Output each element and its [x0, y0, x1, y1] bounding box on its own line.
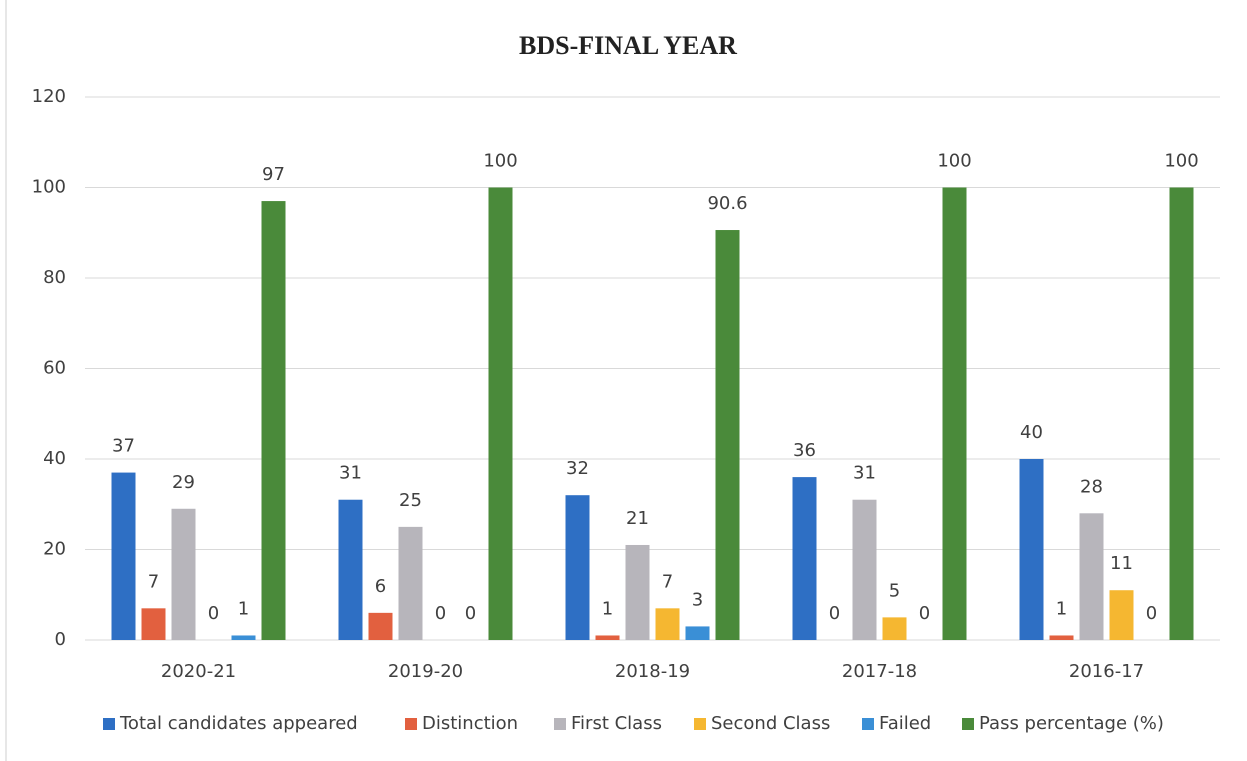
y-tick-label: 0 — [55, 629, 66, 650]
data-label: 6 — [375, 576, 386, 597]
legend-swatch — [962, 718, 974, 730]
data-label: 1 — [602, 598, 613, 619]
data-label: 25 — [399, 490, 422, 511]
bar — [882, 617, 907, 640]
data-label: 100 — [1164, 151, 1198, 172]
x-tick-label: 2017-18 — [842, 661, 917, 682]
chart-title: BDS-FINAL YEAR — [519, 31, 737, 60]
data-label: 0 — [1146, 603, 1157, 624]
bar — [655, 608, 680, 640]
data-label: 32 — [566, 458, 589, 479]
data-label: 1 — [1056, 598, 1067, 619]
data-label: 31 — [339, 463, 362, 484]
bar — [1109, 590, 1134, 640]
legend-swatch — [554, 718, 566, 730]
legend-label: Second Class — [711, 713, 830, 734]
bar — [1079, 513, 1104, 640]
bar — [595, 635, 620, 640]
data-label: 28 — [1080, 476, 1103, 497]
legend-swatch — [694, 718, 706, 730]
legend-swatch — [103, 718, 115, 730]
x-tick-label: 2018-19 — [615, 661, 690, 682]
bar — [1049, 635, 1074, 640]
bar — [368, 612, 393, 640]
data-label: 11 — [1110, 553, 1133, 574]
bar — [141, 608, 166, 640]
data-label: 100 — [483, 151, 517, 172]
legend-swatch — [405, 718, 417, 730]
data-label: 0 — [435, 603, 446, 624]
y-tick-label: 100 — [32, 177, 66, 198]
bar — [171, 508, 196, 640]
legend-label: Distinction — [422, 713, 518, 734]
data-label: 7 — [148, 571, 159, 592]
bar — [338, 499, 363, 640]
y-tick-label: 80 — [43, 267, 66, 288]
data-label: 0 — [465, 603, 476, 624]
legend-label: Failed — [879, 713, 931, 734]
bar — [685, 626, 710, 640]
bar — [792, 477, 817, 640]
y-tick-label: 40 — [43, 448, 66, 469]
bar — [565, 495, 590, 640]
data-label: 0 — [829, 603, 840, 624]
bar — [942, 187, 967, 640]
bar — [1169, 187, 1194, 640]
data-label: 5 — [889, 580, 900, 601]
data-label: 37 — [112, 436, 135, 457]
bar — [111, 472, 136, 640]
x-tick-label: 2016-17 — [1069, 661, 1144, 682]
legend-swatch — [862, 718, 874, 730]
bar — [231, 635, 256, 640]
data-label: 97 — [262, 164, 285, 185]
y-tick-label: 20 — [43, 539, 66, 560]
data-label: 1 — [238, 598, 249, 619]
bar — [625, 544, 650, 640]
data-label: 31 — [853, 463, 876, 484]
bar — [852, 499, 877, 640]
data-label: 100 — [937, 151, 971, 172]
data-label: 0 — [208, 603, 219, 624]
bar — [1019, 459, 1044, 640]
legend-label: Pass percentage (%) — [979, 713, 1164, 734]
y-tick-label: 60 — [43, 358, 66, 379]
data-label: 0 — [919, 603, 930, 624]
data-label: 36 — [793, 440, 816, 461]
bar — [488, 187, 513, 640]
data-label: 90.6 — [707, 193, 747, 214]
bar — [261, 201, 286, 640]
data-label: 29 — [172, 472, 195, 493]
y-tick-label: 120 — [32, 86, 66, 107]
data-label: 40 — [1020, 422, 1043, 443]
data-label: 7 — [662, 571, 673, 592]
bar — [715, 230, 740, 640]
x-tick-label: 2020-21 — [161, 661, 236, 682]
bar — [398, 526, 423, 640]
x-tick-label: 2019-20 — [388, 661, 463, 682]
data-label: 3 — [692, 589, 703, 610]
data-label: 21 — [626, 508, 649, 529]
legend-label: Total candidates appeared — [119, 713, 358, 734]
legend-label: First Class — [571, 713, 662, 734]
